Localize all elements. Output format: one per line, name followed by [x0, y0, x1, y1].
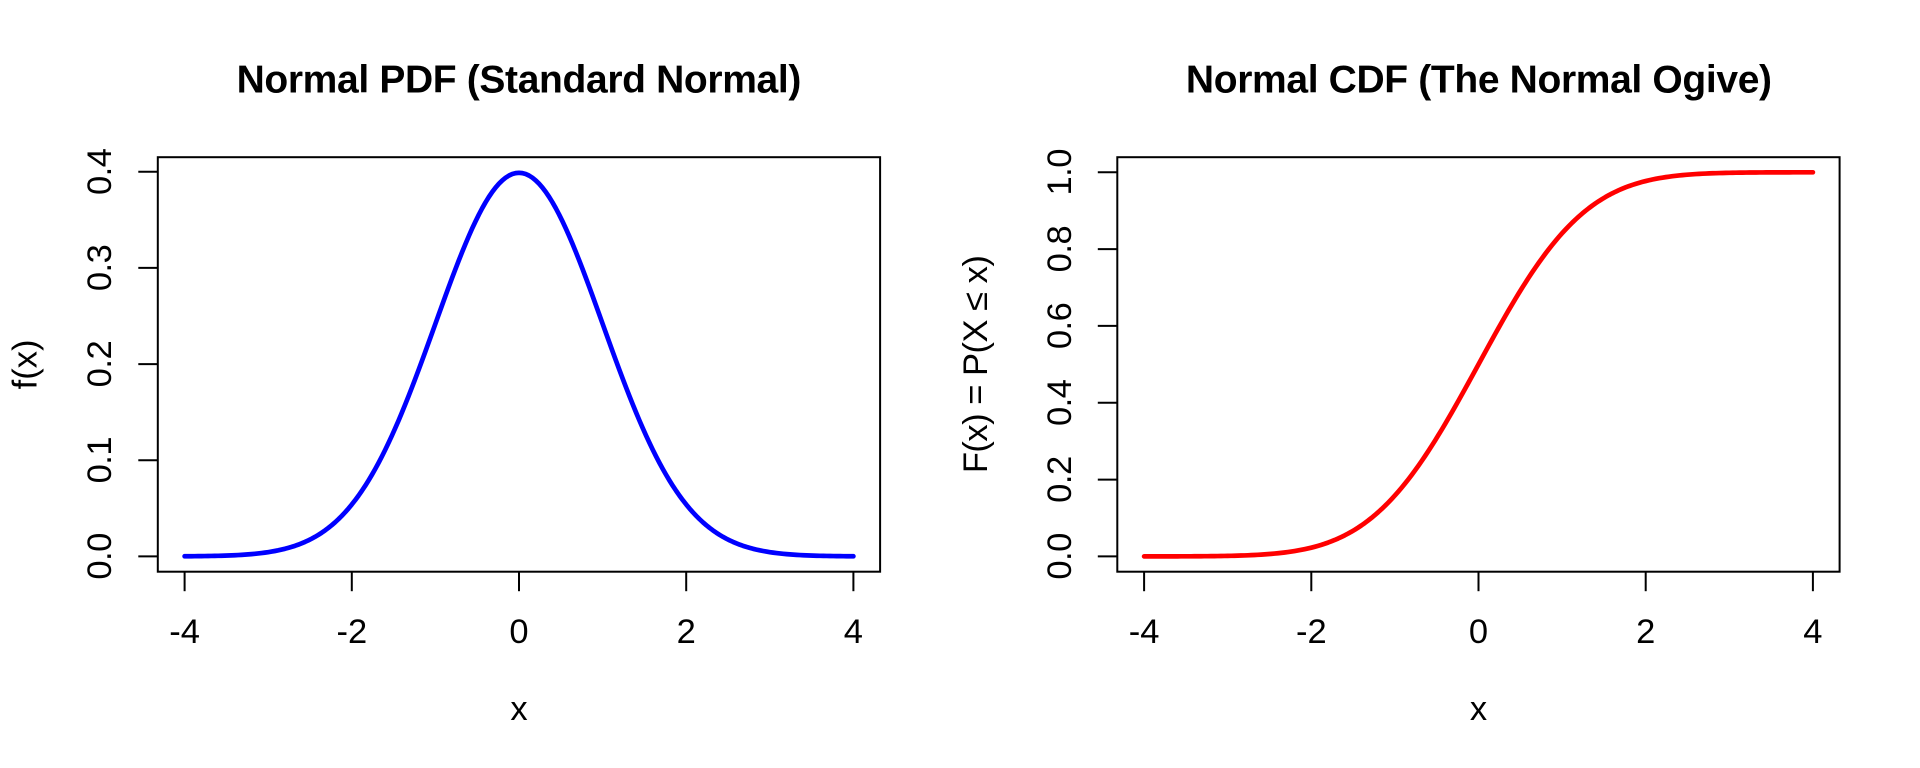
svg-text:0.3: 0.3 — [81, 245, 119, 291]
svg-text:1.0: 1.0 — [1041, 149, 1079, 195]
svg-text:0: 0 — [509, 613, 528, 651]
svg-text:0.2: 0.2 — [81, 341, 119, 387]
svg-text:2: 2 — [677, 613, 696, 651]
svg-text:2: 2 — [1636, 613, 1655, 651]
svg-text:0.8: 0.8 — [1041, 226, 1079, 272]
svg-text:0.4: 0.4 — [81, 148, 119, 195]
svg-text:0.0: 0.0 — [81, 533, 119, 579]
svg-text:4: 4 — [844, 613, 863, 651]
svg-text:4: 4 — [1803, 613, 1822, 651]
svg-text:-2: -2 — [336, 613, 367, 651]
svg-text:Normal PDF (Standard Normal): Normal PDF (Standard Normal) — [237, 59, 801, 102]
svg-text:0: 0 — [1469, 613, 1488, 651]
svg-text:-4: -4 — [169, 613, 200, 651]
svg-text:x: x — [1470, 690, 1487, 728]
svg-text:0.4: 0.4 — [1041, 379, 1079, 426]
svg-text:0.0: 0.0 — [1041, 533, 1079, 579]
svg-text:0.6: 0.6 — [1041, 303, 1079, 349]
svg-text:0.2: 0.2 — [1041, 456, 1079, 502]
svg-text:f(x): f(x) — [6, 339, 44, 389]
svg-text:F(x) = P(X ≤ x): F(x) = P(X ≤ x) — [957, 256, 995, 473]
svg-text:0.1: 0.1 — [81, 437, 119, 483]
svg-text:x: x — [510, 690, 527, 728]
svg-text:-4: -4 — [1129, 613, 1160, 651]
svg-text:Normal CDF (The Normal Ogive): Normal CDF (The Normal Ogive) — [1186, 59, 1772, 102]
svg-text:-2: -2 — [1296, 613, 1327, 651]
